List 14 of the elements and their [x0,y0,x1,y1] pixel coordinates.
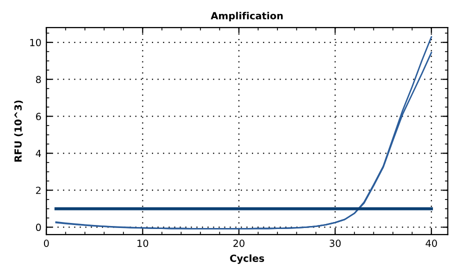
y-tick-label: 2 [36,186,41,194]
x-tick-label: 0 [44,240,49,247]
chart-title: Amplification [210,12,283,22]
y-tick-label: 0 [36,224,41,232]
y-axis-title: RFU (10^3) [14,100,23,162]
x-tick-label: 20 [233,240,244,247]
y-tick-label: 4 [36,150,41,157]
x-tick-label: 40 [426,240,437,247]
x-tick-label: 10 [138,240,148,247]
x-tick-label: 30 [330,240,341,247]
y-tick-label: 8 [36,76,41,84]
y-tick-label: 6 [36,112,41,120]
x-axis-title: Cycles [230,254,264,264]
y-tick-label: 10 [30,38,41,46]
